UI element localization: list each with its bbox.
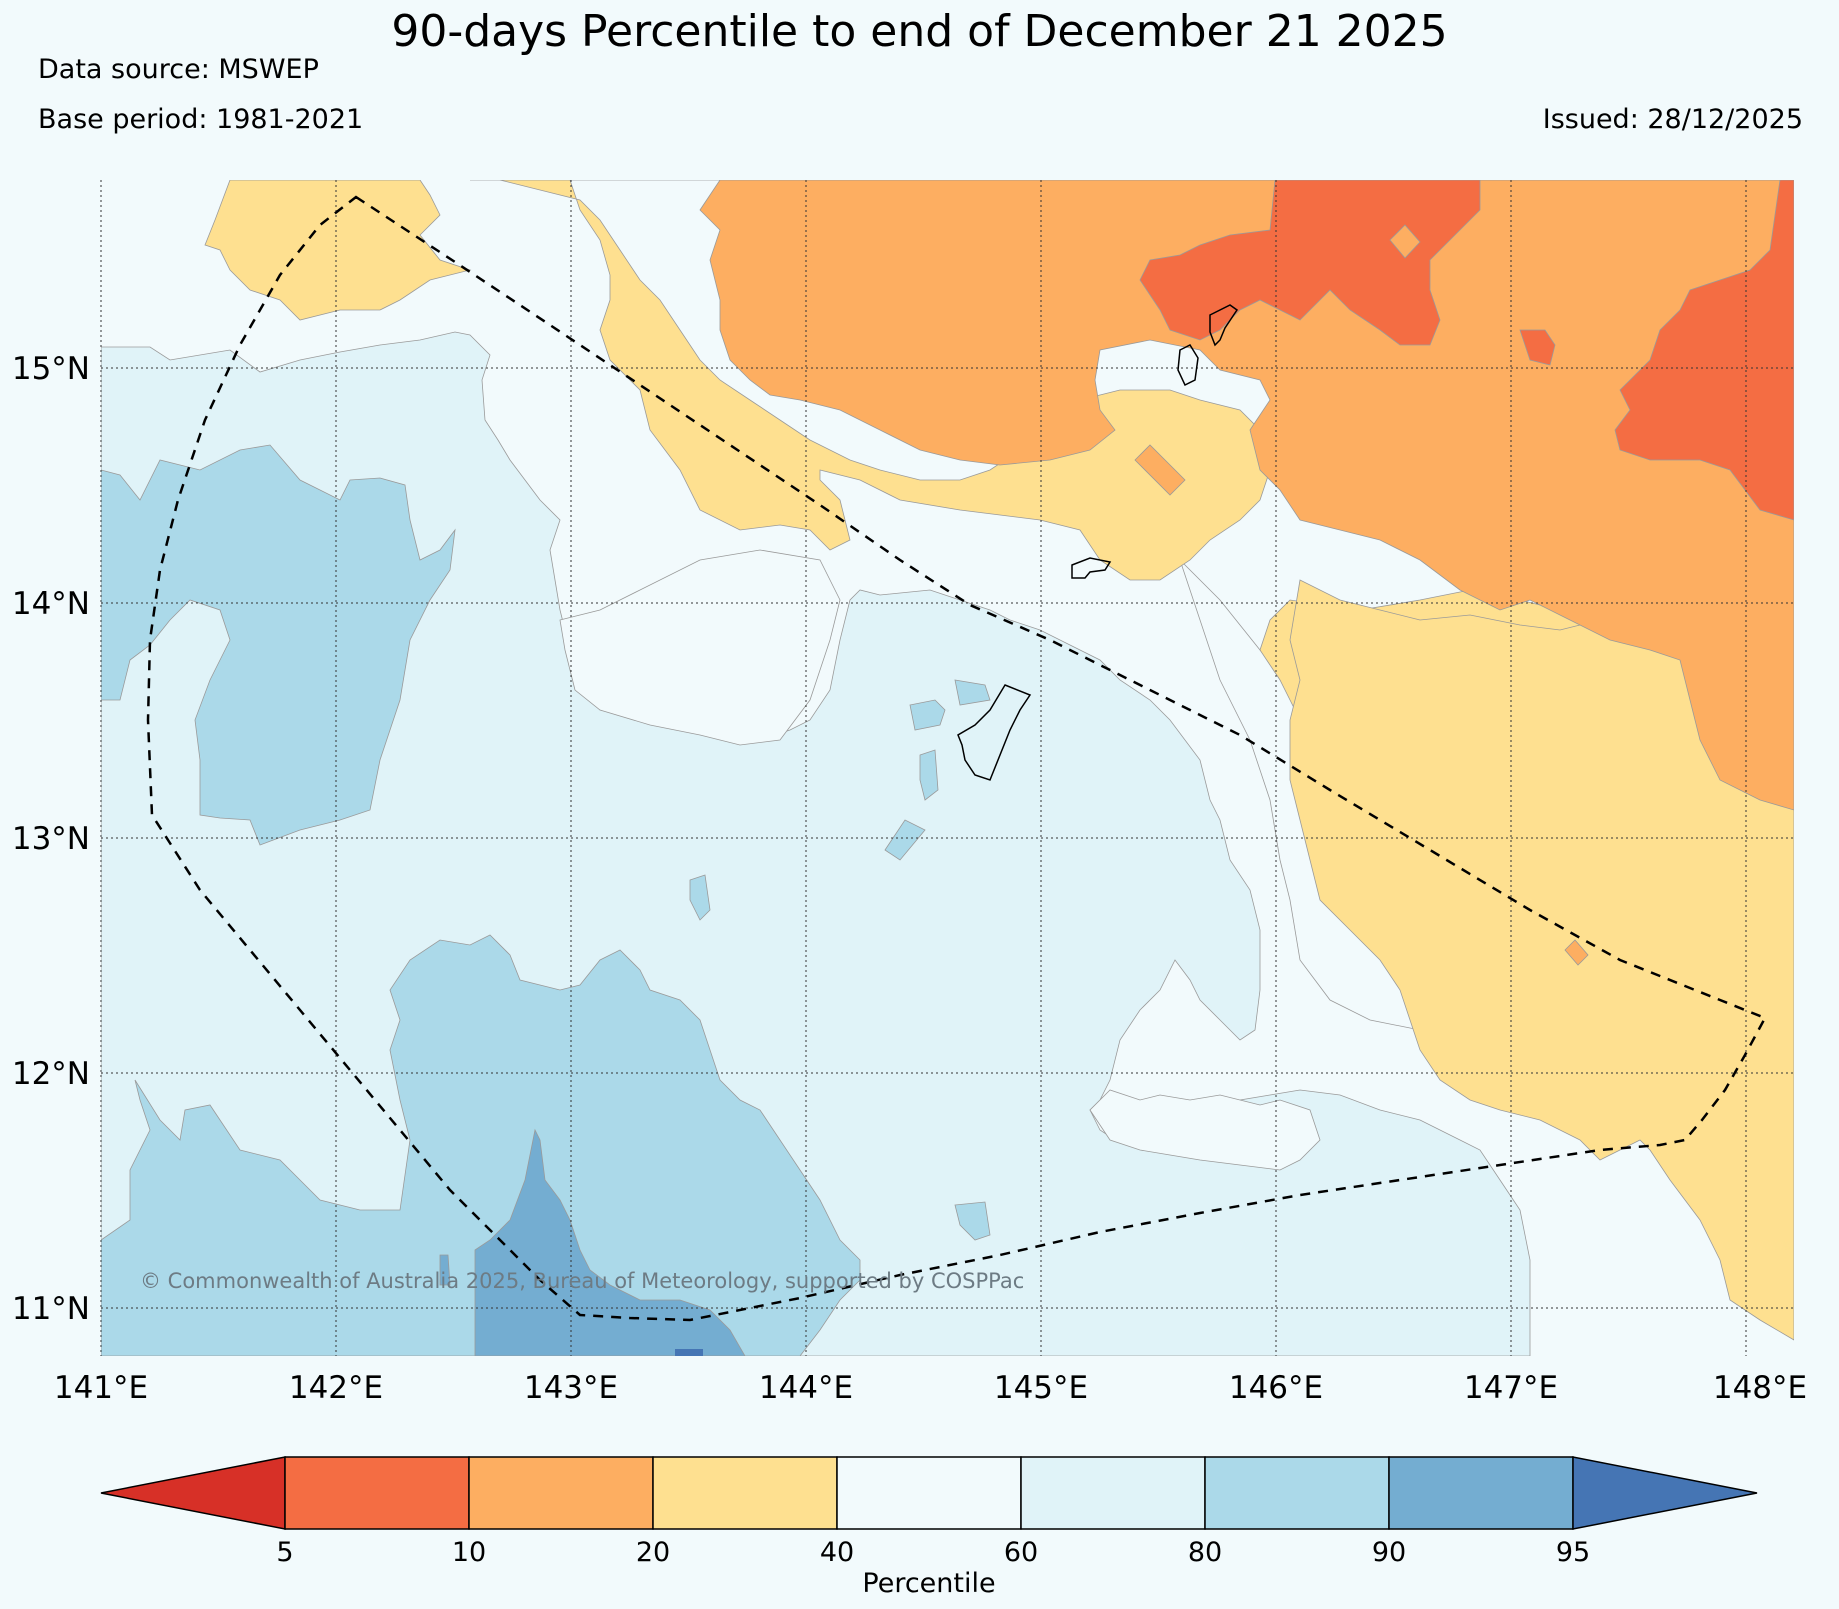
region-10-20-spot-b <box>1134 444 1186 496</box>
lon-label-141: 141°E <box>54 1370 148 1406</box>
region-40-60-central <box>559 549 841 746</box>
region-80-90-island-e <box>689 874 711 921</box>
region-80-90-island-b <box>954 679 991 706</box>
gridlines <box>100 180 1794 1356</box>
copyright-text: © Commonwealth of Australia 2025, Bureau… <box>140 1269 1024 1293</box>
lon-label-145: 145°E <box>994 1370 1088 1406</box>
map-title: 90-days Percentile to end of December 21… <box>391 6 1448 57</box>
colorbar-below-5 <box>100 1456 286 1530</box>
colorbar-40-60 <box>836 1456 1022 1530</box>
lat-label-12: 12°N <box>12 1056 90 1092</box>
region-80-90-south <box>101 934 861 1356</box>
eez-boundary <box>146 195 1767 1322</box>
colorbar-80-90 <box>1204 1456 1390 1530</box>
region-5-10-north <box>1139 180 1481 346</box>
colorbar-90-95 <box>1388 1456 1574 1530</box>
colorbar <box>100 1456 1758 1530</box>
coastline-tinian <box>1177 344 1199 387</box>
region-20-40-northwest <box>204 180 472 321</box>
region-5-10-spot <box>1519 329 1556 366</box>
region-20-40-center <box>499 180 1271 581</box>
colorbar-tick-90: 90 <box>1372 1537 1406 1568</box>
lat-label-14: 14°N <box>12 586 90 622</box>
data-source-label: Data source: MSWEP <box>38 54 319 85</box>
region-80-90-island-c <box>919 749 939 801</box>
region-above-95-spot <box>675 1349 703 1356</box>
coastline-rota <box>1071 557 1112 579</box>
colorbar-tick-95: 95 <box>1556 1537 1590 1568</box>
coastline-saipan <box>1209 304 1239 347</box>
region-80-90-west <box>101 444 456 846</box>
lat-label-13: 13°N <box>12 821 90 857</box>
colorbar-60-80 <box>1020 1456 1206 1530</box>
region-80-90-island-f <box>954 1201 991 1241</box>
colorbar-tick-60: 60 <box>1004 1537 1038 1568</box>
lon-label-148: 148°E <box>1713 1370 1807 1406</box>
coastline-guam <box>957 684 1032 781</box>
region-80-90-island-d <box>884 819 926 861</box>
colorbar-tick-5: 5 <box>276 1537 293 1568</box>
colorbar-20-40 <box>652 1456 838 1530</box>
issued-date-label: Issued: 28/12/2025 <box>1542 104 1803 135</box>
colorbar-10-20 <box>468 1456 654 1530</box>
colorbar-tick-20: 20 <box>636 1537 670 1568</box>
lon-label-143: 143°E <box>524 1370 618 1406</box>
colorbar-tick-10: 10 <box>452 1537 486 1568</box>
region-90-95 <box>474 1128 746 1356</box>
lon-label-144: 144°E <box>759 1370 853 1406</box>
colorbar-tick-40: 40 <box>820 1537 854 1568</box>
region-5-10-east <box>1614 180 1794 521</box>
base-period-label: Base period: 1981-2021 <box>38 104 364 135</box>
colorbar-above-95 <box>1572 1456 1758 1530</box>
lat-label-15: 15°N <box>12 351 90 387</box>
region-40-60-south <box>1089 1089 1321 1171</box>
lon-label-146: 146°E <box>1229 1370 1323 1406</box>
region-10-20-spot <box>1389 224 1421 259</box>
region-80-90-island-a <box>909 699 946 731</box>
colorbar-tick-80: 80 <box>1188 1537 1222 1568</box>
region-90-95-spot <box>439 1254 451 1286</box>
region-10-20 <box>699 180 1794 811</box>
colorbar-label: Percentile <box>862 1568 995 1599</box>
lon-label-142: 142°E <box>289 1370 383 1406</box>
region-10-20-spot-c <box>1564 939 1589 966</box>
lat-label-11: 11°N <box>12 1291 90 1327</box>
colorbar-5-10 <box>284 1456 470 1530</box>
lon-label-147: 147°E <box>1464 1370 1558 1406</box>
coastlines <box>957 304 1239 781</box>
